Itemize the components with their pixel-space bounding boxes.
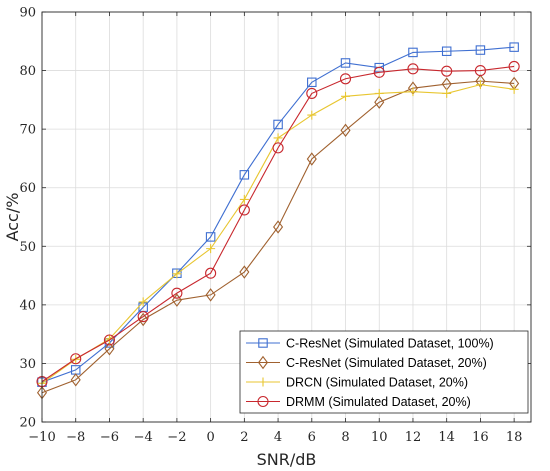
data-point [307, 110, 317, 120]
y-tick-label: 60 [19, 181, 36, 196]
data-point [407, 63, 419, 75]
legend-item: DRMM (Simulated Dataset, 20%) [246, 395, 471, 409]
data-point [273, 133, 283, 143]
data-point [339, 73, 352, 85]
legend-item: DRCN (Simulated Dataset, 20%) [246, 376, 468, 390]
data-point [70, 353, 82, 365]
x-tick-label: 6 [308, 430, 316, 445]
data-point [408, 87, 418, 97]
x-tick-label: 16 [472, 430, 489, 445]
x-tick-label: 14 [438, 430, 455, 445]
data-point [340, 58, 351, 68]
x-tick-label: −10 [28, 430, 55, 445]
y-tick-label: 70 [19, 123, 36, 138]
data-point [70, 373, 81, 387]
x-tick-label: 8 [341, 430, 349, 445]
y-tick-label: 20 [19, 416, 36, 431]
data-point [272, 142, 284, 154]
series-line [41, 80, 515, 394]
y-tick-label: 40 [19, 298, 36, 313]
series-4 [36, 60, 520, 388]
data-point [408, 47, 418, 58]
x-tick-label: 0 [206, 430, 214, 445]
legend-box [239, 330, 529, 414]
x-tick-label: −4 [134, 430, 153, 445]
x-tick-label: 18 [506, 430, 523, 445]
data-point [239, 265, 250, 279]
y-tick-label: 90 [19, 6, 36, 21]
data-point [509, 42, 519, 52]
data-point [238, 204, 250, 216]
legend-label: C-ResNet (Simulated Dataset, 20%) [286, 356, 487, 370]
y-tick-label: 50 [19, 240, 36, 255]
x-axis-label: SNR/dB [257, 450, 317, 469]
x-tick-label: 10 [371, 430, 388, 445]
series-line [41, 46, 515, 383]
data-point [509, 84, 519, 94]
data-point [171, 293, 182, 307]
series-line [41, 65, 515, 383]
legend: C-ResNet (Simulated Dataset, 100%) C-ResN… [239, 330, 529, 414]
legend-marker [257, 395, 269, 408]
data-point [137, 311, 149, 323]
data-point [171, 287, 183, 299]
data-point [341, 91, 351, 101]
x-tick-label: 12 [405, 430, 422, 445]
legend-label: C-ResNet (Simulated Dataset, 100%) [286, 337, 494, 351]
data-point [374, 88, 384, 98]
data-point [138, 297, 148, 307]
x-tick-label: −2 [167, 430, 186, 445]
x-tick-label: −8 [66, 430, 85, 445]
y-tick-label: 80 [19, 64, 36, 79]
data-point [205, 267, 217, 279]
data-point [441, 65, 453, 77]
data-point [239, 194, 249, 204]
legend-item: C-ResNet (Simulated Dataset, 100%) [246, 337, 494, 351]
x-tick-label: −6 [100, 430, 119, 445]
legend-label: DRMM (Simulated Dataset, 20%) [286, 395, 471, 409]
legend-label: DRCN (Simulated Dataset, 20%) [286, 376, 468, 390]
data-point [475, 80, 485, 90]
data-point [104, 334, 114, 344]
x-tick-label: 2 [240, 430, 248, 445]
data-point [239, 170, 250, 180]
data-point [373, 66, 385, 78]
legend-marker [258, 338, 268, 348]
data-point [205, 288, 216, 302]
data-point [374, 95, 385, 109]
legend-item: C-ResNet (Simulated Dataset, 20%) [246, 355, 487, 370]
data-point [206, 244, 216, 254]
data-point [205, 232, 216, 242]
legend-marker [257, 355, 269, 370]
data-point [475, 45, 486, 55]
data-point [306, 152, 317, 166]
data-point [306, 87, 318, 99]
series-2 [36, 74, 520, 400]
data-point [273, 119, 283, 130]
data-point [104, 342, 115, 356]
axis-ticks: −10 −8 −6 −4 −2 0 2 4 6 8 10 12 14 16 18 20 30 40 50 60 70 80… [19, 6, 531, 445]
data-point [442, 88, 452, 98]
data-point [172, 269, 182, 279]
x-tick-label: 4 [274, 430, 282, 445]
data-point [340, 123, 351, 138]
data-point [307, 77, 317, 88]
y-tick-label: 30 [19, 357, 36, 372]
legend-marker [258, 377, 268, 387]
series-layer [36, 42, 520, 400]
y-axis-label: Acc/% [3, 193, 22, 242]
data-point [474, 65, 486, 77]
data-point [441, 46, 452, 56]
plot-frame [41, 11, 532, 423]
data-point [138, 312, 149, 327]
data-point [273, 220, 284, 234]
data-point [103, 334, 115, 346]
series-3 [37, 80, 519, 388]
data-point [508, 60, 520, 73]
